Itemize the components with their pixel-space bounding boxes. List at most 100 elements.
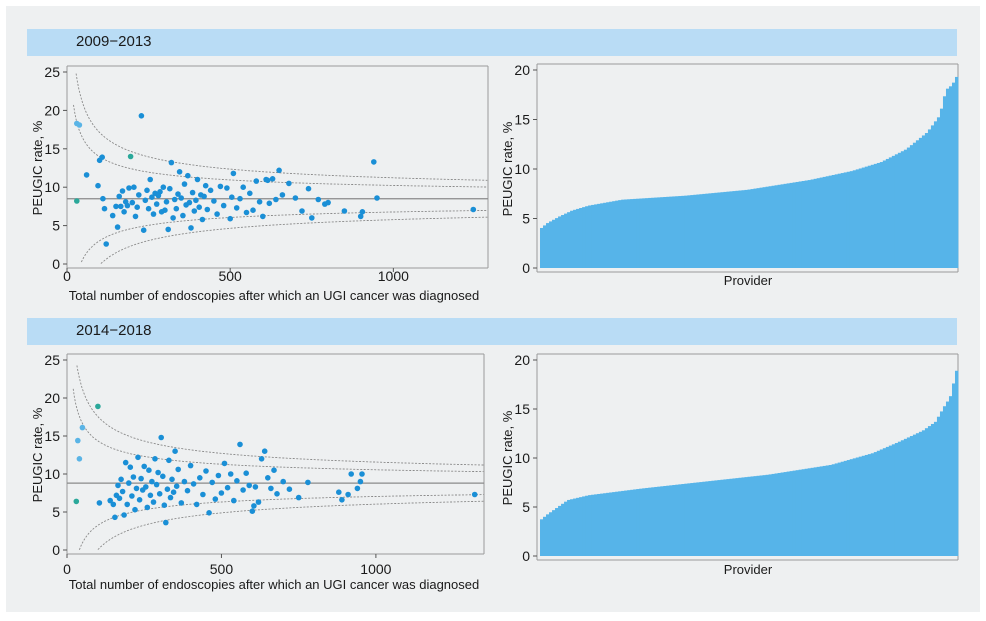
chart2-bar (675, 196, 679, 268)
chart1-point (470, 206, 477, 213)
chart3-xtick-label: 1000 (360, 561, 391, 577)
chart2-bar (846, 171, 851, 268)
chart4-bar (687, 483, 691, 556)
chart4-bar (594, 494, 598, 556)
chart2-ytick-label: 20 (514, 62, 530, 78)
chart2-bar (741, 190, 745, 268)
chart4-bar (738, 477, 742, 556)
chart4-bar (705, 481, 709, 556)
chart2-bar (792, 182, 797, 268)
chart3-point (175, 466, 181, 473)
chart1-point (224, 185, 230, 191)
chart3-point (135, 454, 141, 461)
chart4-bar (585, 495, 589, 556)
chart4-bar (891, 444, 896, 556)
chart2-bar (729, 191, 733, 268)
chart1-point (211, 198, 217, 204)
chart3-point (172, 448, 178, 455)
chart2-bar (636, 198, 640, 268)
chart2-bar (789, 182, 794, 268)
chart1-point (237, 195, 243, 202)
chart2-bar (615, 200, 619, 268)
chart2-bar (651, 197, 655, 268)
chart1-point (181, 181, 188, 187)
chart3-point (164, 486, 171, 493)
chart4-bar (624, 490, 628, 556)
chart4-bar (825, 465, 830, 556)
chart1-point (299, 208, 305, 214)
chart4-bar (750, 476, 754, 556)
chart2-bar (753, 188, 757, 268)
chart1-point (83, 172, 90, 178)
chart4-bar (696, 482, 700, 556)
chart2-bar (711, 193, 715, 268)
chart1-point (176, 169, 183, 175)
chart1-point (150, 211, 157, 217)
chart2-bar (942, 96, 947, 268)
chart4-bar (627, 490, 631, 556)
chart2-bar (690, 195, 694, 268)
chart2-bar (870, 164, 875, 268)
chart3-point (149, 478, 155, 485)
chart4-bar (795, 470, 800, 556)
chart2-bar (768, 186, 772, 268)
chart4-bar (642, 488, 646, 556)
chart2-bar (630, 199, 634, 268)
chart1-point (113, 203, 119, 210)
chart3-point (156, 491, 163, 497)
chart3-point (73, 498, 80, 505)
chart2-bar (831, 174, 836, 268)
chart4-bar (918, 431, 923, 556)
chart3-point (136, 497, 143, 503)
chart1-point (199, 216, 206, 223)
chart1-point (114, 224, 121, 230)
chart3-point (471, 491, 478, 498)
chart4-bar (834, 463, 839, 556)
chart1-point (167, 185, 173, 192)
chart2-bar (579, 208, 583, 268)
chart4-bar (885, 446, 890, 556)
chart2-bar (939, 108, 944, 268)
chart3-point (115, 482, 121, 489)
chart2-bar (663, 196, 667, 268)
chart1-point (196, 204, 202, 210)
chart3-point (116, 495, 123, 502)
chart3-point (158, 434, 164, 441)
chart2-bar (834, 174, 839, 268)
chart1-point (163, 199, 170, 205)
chart1-point (186, 199, 193, 206)
chart4-bar (549, 512, 553, 556)
chart1-point (74, 198, 80, 204)
chart4-bar (816, 466, 821, 556)
chart1-point (142, 197, 149, 204)
chart3-ylabel: PEUGIC rate, % (30, 407, 45, 502)
chart3-point (193, 501, 200, 508)
chart2-bar (810, 179, 815, 268)
chart1-point (121, 209, 127, 215)
chart4-bar (906, 437, 911, 556)
chart3-point (206, 510, 212, 516)
chart1-xtick-label: 0 (63, 268, 71, 284)
chart2-bar (906, 147, 911, 268)
chart4-bar (726, 479, 730, 556)
chart1-point (357, 213, 364, 220)
chart2-bar (762, 187, 766, 268)
chart1-point (260, 213, 266, 220)
chart2-bar (714, 192, 718, 268)
chart1-point (325, 199, 331, 206)
chart3-point (224, 484, 231, 491)
chart2-bar (759, 187, 763, 268)
chart1-point (279, 192, 286, 198)
chart2-bar (717, 192, 721, 268)
chart4-bar (810, 467, 815, 556)
chart3-point (268, 485, 274, 492)
chart2-bar (543, 225, 547, 268)
chart1-point (171, 196, 178, 203)
chart3-point (155, 469, 161, 476)
chart4-bar (654, 486, 658, 556)
chart3-point (200, 491, 206, 498)
chart2-bar (861, 167, 866, 268)
chart2-ylabel: PEUGIC rate, % (500, 121, 515, 216)
chart1-xtick-label: 1000 (378, 268, 409, 284)
chart3-point (121, 512, 127, 518)
